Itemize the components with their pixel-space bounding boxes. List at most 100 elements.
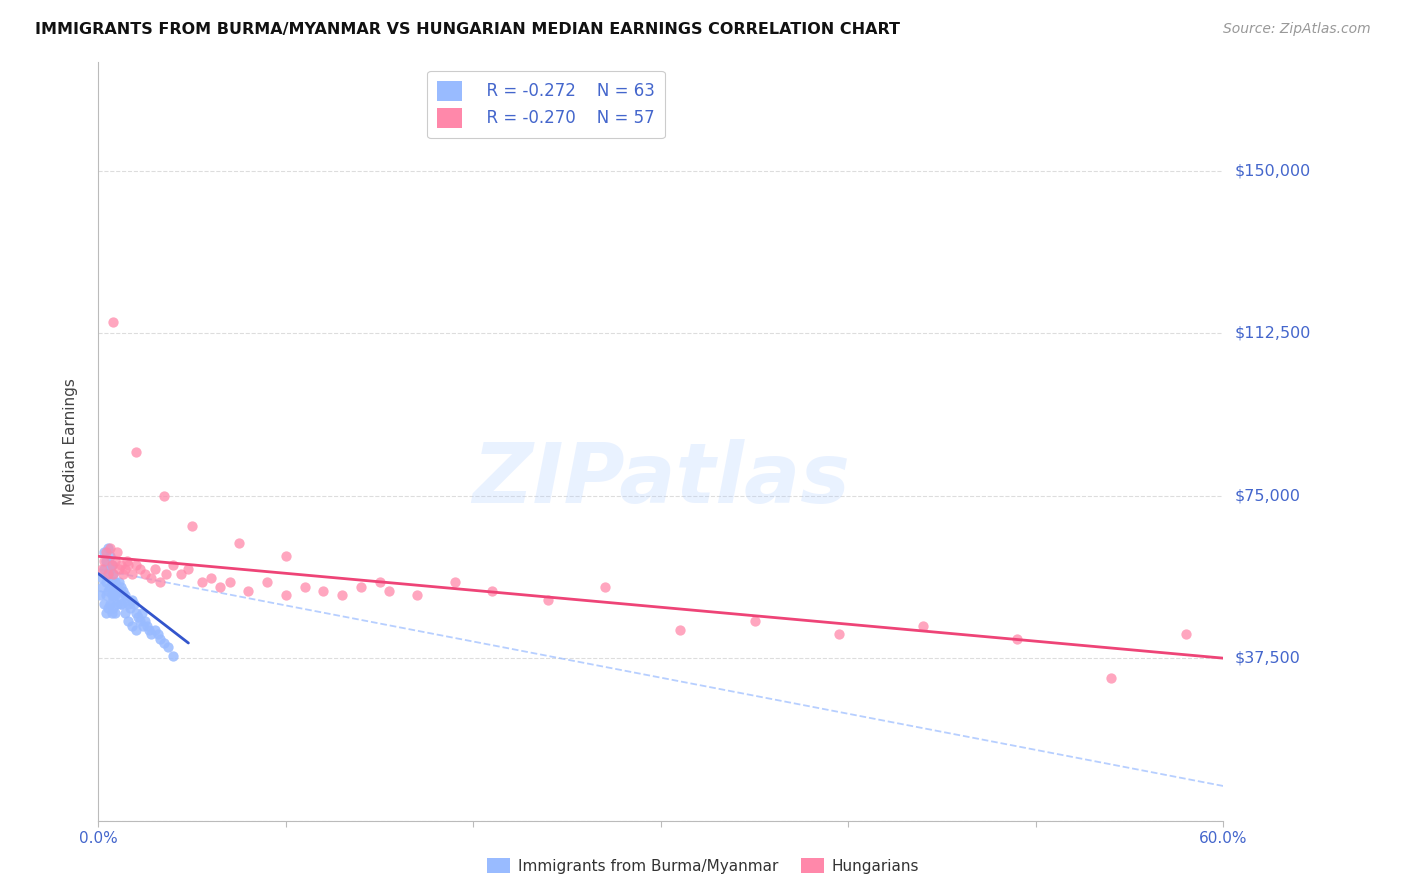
Legend: Immigrants from Burma/Myanmar, Hungarians: Immigrants from Burma/Myanmar, Hungarian… — [481, 852, 925, 880]
Point — [110, 558, 132, 572]
Point — [91, 562, 114, 576]
Point — [98, 580, 121, 594]
Y-axis label: Median Earnings: Median Earnings — [63, 378, 77, 505]
Point — [138, 623, 160, 637]
Point — [104, 588, 127, 602]
Text: $37,500: $37,500 — [1234, 650, 1301, 665]
Point — [162, 648, 184, 663]
Point — [110, 580, 132, 594]
Point — [94, 606, 117, 620]
Point — [98, 541, 121, 555]
Point — [121, 592, 143, 607]
Point — [97, 601, 120, 615]
Point — [238, 584, 260, 599]
Point — [105, 597, 128, 611]
Point — [330, 588, 353, 602]
Point — [1174, 627, 1197, 641]
Point — [110, 597, 132, 611]
Point — [100, 558, 122, 572]
Text: ZIPatlas: ZIPatlas — [472, 439, 849, 520]
Point — [1005, 632, 1028, 646]
Point — [94, 588, 117, 602]
Point — [105, 545, 128, 559]
Point — [104, 575, 127, 590]
Point — [103, 592, 125, 607]
Point — [378, 584, 401, 599]
Point — [105, 584, 128, 599]
Point — [98, 597, 121, 611]
Point — [94, 575, 117, 590]
Point — [115, 592, 138, 607]
Point — [125, 445, 148, 459]
Point — [912, 618, 935, 632]
Point — [256, 575, 278, 590]
Point — [93, 597, 115, 611]
Point — [120, 601, 142, 615]
Point — [368, 575, 391, 590]
Point — [190, 575, 212, 590]
Point — [177, 562, 200, 576]
Point — [125, 558, 148, 572]
Text: $150,000: $150,000 — [1234, 163, 1310, 178]
Point — [406, 588, 429, 602]
Point — [97, 566, 120, 581]
Point — [103, 315, 125, 329]
Point — [148, 627, 170, 641]
Point — [94, 554, 117, 568]
Point — [104, 606, 127, 620]
Point — [122, 597, 145, 611]
Point — [97, 566, 120, 581]
Point — [103, 601, 125, 615]
Point — [103, 566, 125, 581]
Point — [125, 623, 148, 637]
Point — [89, 588, 111, 602]
Point — [200, 571, 222, 585]
Point — [294, 580, 316, 594]
Point — [744, 615, 766, 629]
Text: $112,500: $112,500 — [1234, 326, 1310, 341]
Point — [156, 640, 179, 655]
Point — [134, 615, 156, 629]
Point — [103, 584, 125, 599]
Point — [114, 562, 136, 576]
Point — [100, 606, 122, 620]
Point — [134, 566, 156, 581]
Point — [110, 597, 132, 611]
Point — [274, 549, 297, 564]
Point — [228, 536, 250, 550]
Legend:   R = -0.272    N = 63,   R = -0.270    N = 57: R = -0.272 N = 63, R = -0.270 N = 57 — [427, 70, 665, 138]
Point — [91, 571, 114, 585]
Point — [105, 584, 128, 599]
Point — [593, 580, 616, 594]
Point — [828, 627, 851, 641]
Point — [127, 610, 149, 624]
Point — [350, 580, 373, 594]
Point — [274, 588, 297, 602]
Point — [91, 580, 114, 594]
Point — [108, 575, 131, 590]
Point — [139, 627, 162, 641]
Point — [103, 566, 125, 581]
Point — [162, 558, 184, 572]
Point — [94, 545, 117, 559]
Point — [1099, 671, 1122, 685]
Text: Source: ZipAtlas.com: Source: ZipAtlas.com — [1223, 22, 1371, 37]
Point — [100, 575, 122, 590]
Point — [149, 632, 172, 646]
Point — [443, 575, 465, 590]
Point — [104, 554, 127, 568]
Point — [170, 566, 193, 581]
Point — [128, 562, 150, 576]
Point — [93, 562, 115, 576]
Point — [100, 558, 122, 572]
Point — [149, 575, 172, 590]
Point — [117, 558, 139, 572]
Point — [481, 584, 503, 599]
Point — [125, 606, 148, 620]
Point — [93, 545, 115, 559]
Point — [111, 566, 134, 581]
Point — [121, 566, 143, 581]
Point — [181, 519, 204, 533]
Point — [108, 562, 131, 576]
Point — [312, 584, 335, 599]
